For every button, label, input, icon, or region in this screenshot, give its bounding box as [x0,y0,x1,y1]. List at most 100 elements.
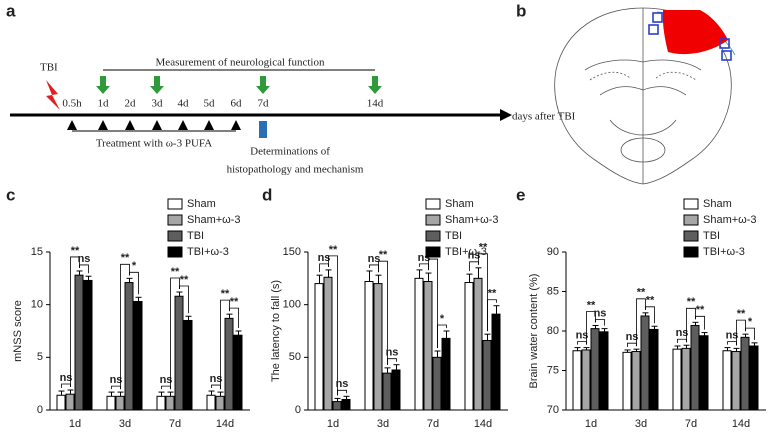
bar [690,324,700,411]
significance-bracket [736,319,746,346]
significance-label: ** [646,295,655,307]
significance-bracket [111,385,121,390]
x-tick-label: 7d [685,418,697,430]
legend-label: Sham+ω-3 [187,214,241,226]
legend-swatch [683,246,699,258]
significance-label: ** [180,274,189,286]
panel-label: a [6,1,16,20]
significance-label: ns [626,331,639,343]
bar [441,337,451,411]
time-label: 3d [152,98,164,110]
significance-bracket [487,299,497,332]
significance-label: ** [737,308,746,320]
y-tick-label: 50 [289,351,301,363]
bar [699,335,709,411]
x-tick-label: 1d [69,418,81,430]
significance-bracket [686,307,696,343]
significance-label: ** [221,288,230,300]
significance-bracket [161,385,171,390]
bar [473,277,483,411]
x-tick-label: 1d [327,418,339,430]
panel-label: c [6,185,15,204]
bar [740,336,750,411]
significance-bracket [586,311,596,345]
panel-label: b [516,1,526,20]
significance-label: ** [587,299,596,311]
lightning [46,80,60,110]
bar [432,356,442,411]
legend-label: Sham+ω-3 [445,214,499,226]
significance-bracket [79,264,89,274]
significance-bracket [179,285,189,314]
significance-bracket [328,255,338,396]
legend-label: Sham [187,198,216,210]
significance-bracket [229,307,239,328]
bar [722,350,732,411]
y-tick-label: 80 [547,325,559,337]
legend-label: TBI+ω-3 [187,246,229,258]
significance-bracket [70,256,80,387]
significance-bracket [120,263,130,390]
y-tick-label: 150 [283,246,301,258]
legend-swatch [425,214,441,226]
significance-bracket [478,253,488,332]
bar [323,276,333,411]
legend-swatch [683,198,699,210]
time-label: 4d [178,98,190,110]
significance-label: ns [160,374,173,386]
x-tick-label: 1d [585,418,597,430]
bar [640,315,650,411]
y-tick-label: 90 [547,246,559,258]
bar [631,351,641,411]
significance-bracket [337,389,347,396]
significance-label: ns [210,373,223,385]
significance-label: ** [637,287,646,299]
y-axis-label: mNSS score [12,300,24,362]
y-tick-label: 0 [295,404,301,416]
significance-bracket [595,319,605,326]
bar [464,282,474,411]
y-tick-label: 75 [547,364,559,376]
bar [482,339,492,411]
bar [373,283,383,411]
time-label: 6d [231,98,243,110]
significance-label: ** [379,249,388,261]
significance-label: ns [726,329,739,341]
significance-bracket [645,306,655,324]
bar [65,393,75,411]
significance-label: ** [171,266,180,278]
legend-swatch [167,214,183,226]
significance-label: ns [468,250,481,262]
bar [156,395,166,411]
significance-bracket [745,327,755,340]
bar [414,277,424,411]
significance-bracket [419,263,429,271]
bar [649,328,659,411]
significance-label: ** [479,242,488,254]
significance-label: ns [576,329,589,341]
bar [215,395,225,411]
bar [224,317,234,411]
significance-bracket [677,338,687,344]
significance-label: ** [696,304,705,316]
x-tick-label: 7d [169,418,181,430]
bar [206,394,216,411]
y-tick-label: 70 [547,404,559,416]
significance-label: ns [318,252,331,264]
x-tick-label: 3d [119,418,131,430]
arrows [96,76,382,94]
legend-swatch [683,214,699,226]
arrow-head [500,109,512,121]
bar [382,372,392,411]
bar [622,351,632,411]
legend-label: TBI [703,230,720,242]
time-label: 0.5h [62,98,82,110]
bar [165,395,175,411]
determination-label: Determinations of [250,146,330,158]
significance-label: * [440,313,445,325]
legend-swatch [167,246,183,258]
time-label: 7d [258,98,270,110]
bar [124,282,134,411]
significance-label: ** [230,296,239,308]
measurement-label: Measurement of neurological function [156,57,325,69]
